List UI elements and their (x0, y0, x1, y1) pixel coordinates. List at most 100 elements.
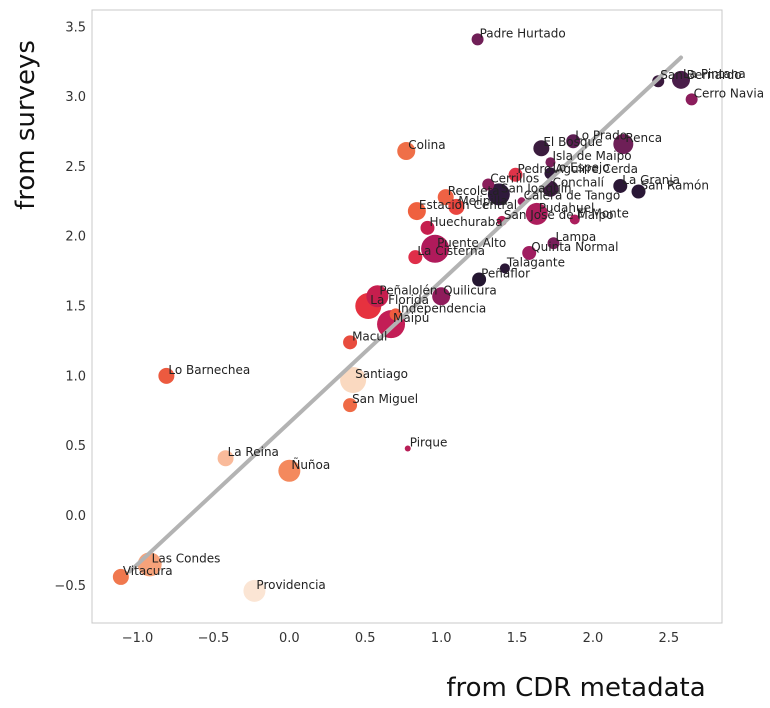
point-label: Pirque (410, 435, 448, 449)
y-tick-label: 0.5 (65, 439, 86, 454)
point-label: Calera de Tango (524, 188, 621, 202)
data-point (499, 263, 510, 274)
data-point (672, 70, 691, 89)
data-point (545, 157, 556, 168)
x-tick-label: 2.0 (583, 631, 604, 646)
point-label: San Ramón (641, 179, 709, 193)
point-label: Lo Barnechea (168, 363, 250, 377)
plot-area-frame (91, 9, 723, 624)
data-point (420, 220, 435, 235)
point-label: Recoleta (448, 184, 500, 198)
point-label: Cerrillos (490, 172, 539, 186)
data-point (471, 33, 484, 46)
point-label: Puente Alto (437, 236, 506, 250)
y-tick-label: 2.0 (65, 230, 86, 245)
fit-line (127, 55, 684, 574)
point-label: Peñalolén (379, 283, 437, 297)
x-axis-title: from CDR metadata (446, 673, 705, 703)
data-point (522, 245, 537, 260)
data-points (112, 33, 698, 602)
point-label: La Granja (622, 173, 680, 187)
point-label: Melipilla (458, 194, 507, 208)
point-label: San Joaquín (501, 181, 572, 195)
x-tick-label: 1.5 (507, 631, 528, 646)
point-label: Lo Espejo (552, 160, 609, 174)
data-point (366, 285, 389, 308)
point-label: La Pintana (683, 67, 746, 81)
point-label: Pedro Aguirre Cerda (518, 162, 638, 176)
data-point (569, 214, 580, 225)
data-point (404, 445, 411, 452)
x-axis: −1.0 −0.5 0.0 0.5 1.0 1.5 2.0 2.5 (122, 631, 679, 646)
point-label: Providencia (256, 578, 325, 592)
y-tick-label: 1.5 (65, 300, 86, 315)
y-tick-label: 0.0 (65, 509, 86, 524)
point-label: Lampa (555, 230, 596, 244)
point-label: San Bernardo (660, 68, 741, 82)
point-label: Ñuñoa (291, 457, 330, 472)
data-point (613, 178, 628, 193)
data-point (547, 237, 560, 250)
x-tick-label: 1.0 (431, 631, 452, 646)
data-point (472, 272, 487, 287)
data-point (243, 579, 266, 602)
point-label: Macul (352, 329, 387, 343)
point-label: La Reina (228, 445, 279, 459)
point-label: El Bosque (543, 135, 602, 149)
point-label: Peñaflor (481, 266, 530, 280)
point-label: Lo Prado (575, 128, 627, 142)
data-point (566, 134, 581, 149)
point-label: Las Condes (152, 551, 221, 565)
point-label: Isla de Maipo (552, 149, 631, 163)
data-point (397, 142, 416, 161)
data-point (112, 568, 129, 585)
data-point (437, 189, 454, 206)
point-label: Talagante (506, 255, 565, 269)
data-point (343, 335, 358, 350)
y-tick-label: 1.0 (65, 369, 86, 384)
point-label: Pudahuel (539, 201, 595, 215)
data-point (482, 178, 495, 191)
point-label: Quilicura (443, 283, 497, 297)
data-point (685, 93, 698, 106)
point-label: La Florida (370, 293, 429, 307)
data-point (525, 202, 548, 225)
point-label: San Miguel (352, 392, 418, 406)
data-point (487, 183, 510, 206)
point-label: El Monte (577, 206, 629, 220)
x-tick-label: 0.5 (355, 631, 376, 646)
point-label: La Cisterna (417, 244, 485, 258)
data-point (278, 459, 301, 482)
data-point (217, 450, 234, 467)
data-point (408, 250, 423, 265)
y-tick-label: 3.5 (65, 20, 86, 35)
point-label: Huechuraba (429, 215, 502, 229)
point-label: Quinta Normal (531, 240, 618, 254)
data-point (533, 140, 550, 157)
y-tick-label: −0.5 (54, 579, 86, 594)
point-label: Cerro Navia (694, 86, 764, 100)
x-tick-label: −1.0 (122, 631, 154, 646)
data-point (158, 367, 175, 384)
point-label: Vitacura (123, 564, 173, 578)
point-label: Renca (625, 131, 662, 145)
point-label: Independencia (398, 301, 487, 315)
data-point (389, 308, 402, 321)
data-point (432, 287, 451, 306)
x-tick-label: −0.5 (198, 631, 230, 646)
point-label: Padre Hurtado (480, 26, 566, 40)
data-point (343, 398, 358, 413)
data-point (407, 202, 426, 221)
x-tick-label: 2.5 (659, 631, 680, 646)
x-tick-label: 0.0 (279, 631, 300, 646)
y-axis-title: from surveys (11, 40, 41, 210)
data-point (508, 167, 523, 182)
point-label: Colina (408, 138, 445, 152)
y-tick-label: 3.0 (65, 90, 86, 105)
data-point (448, 198, 465, 215)
data-point (340, 367, 367, 394)
point-label: Santiago (355, 367, 408, 381)
point-label: Maipú (393, 311, 429, 325)
